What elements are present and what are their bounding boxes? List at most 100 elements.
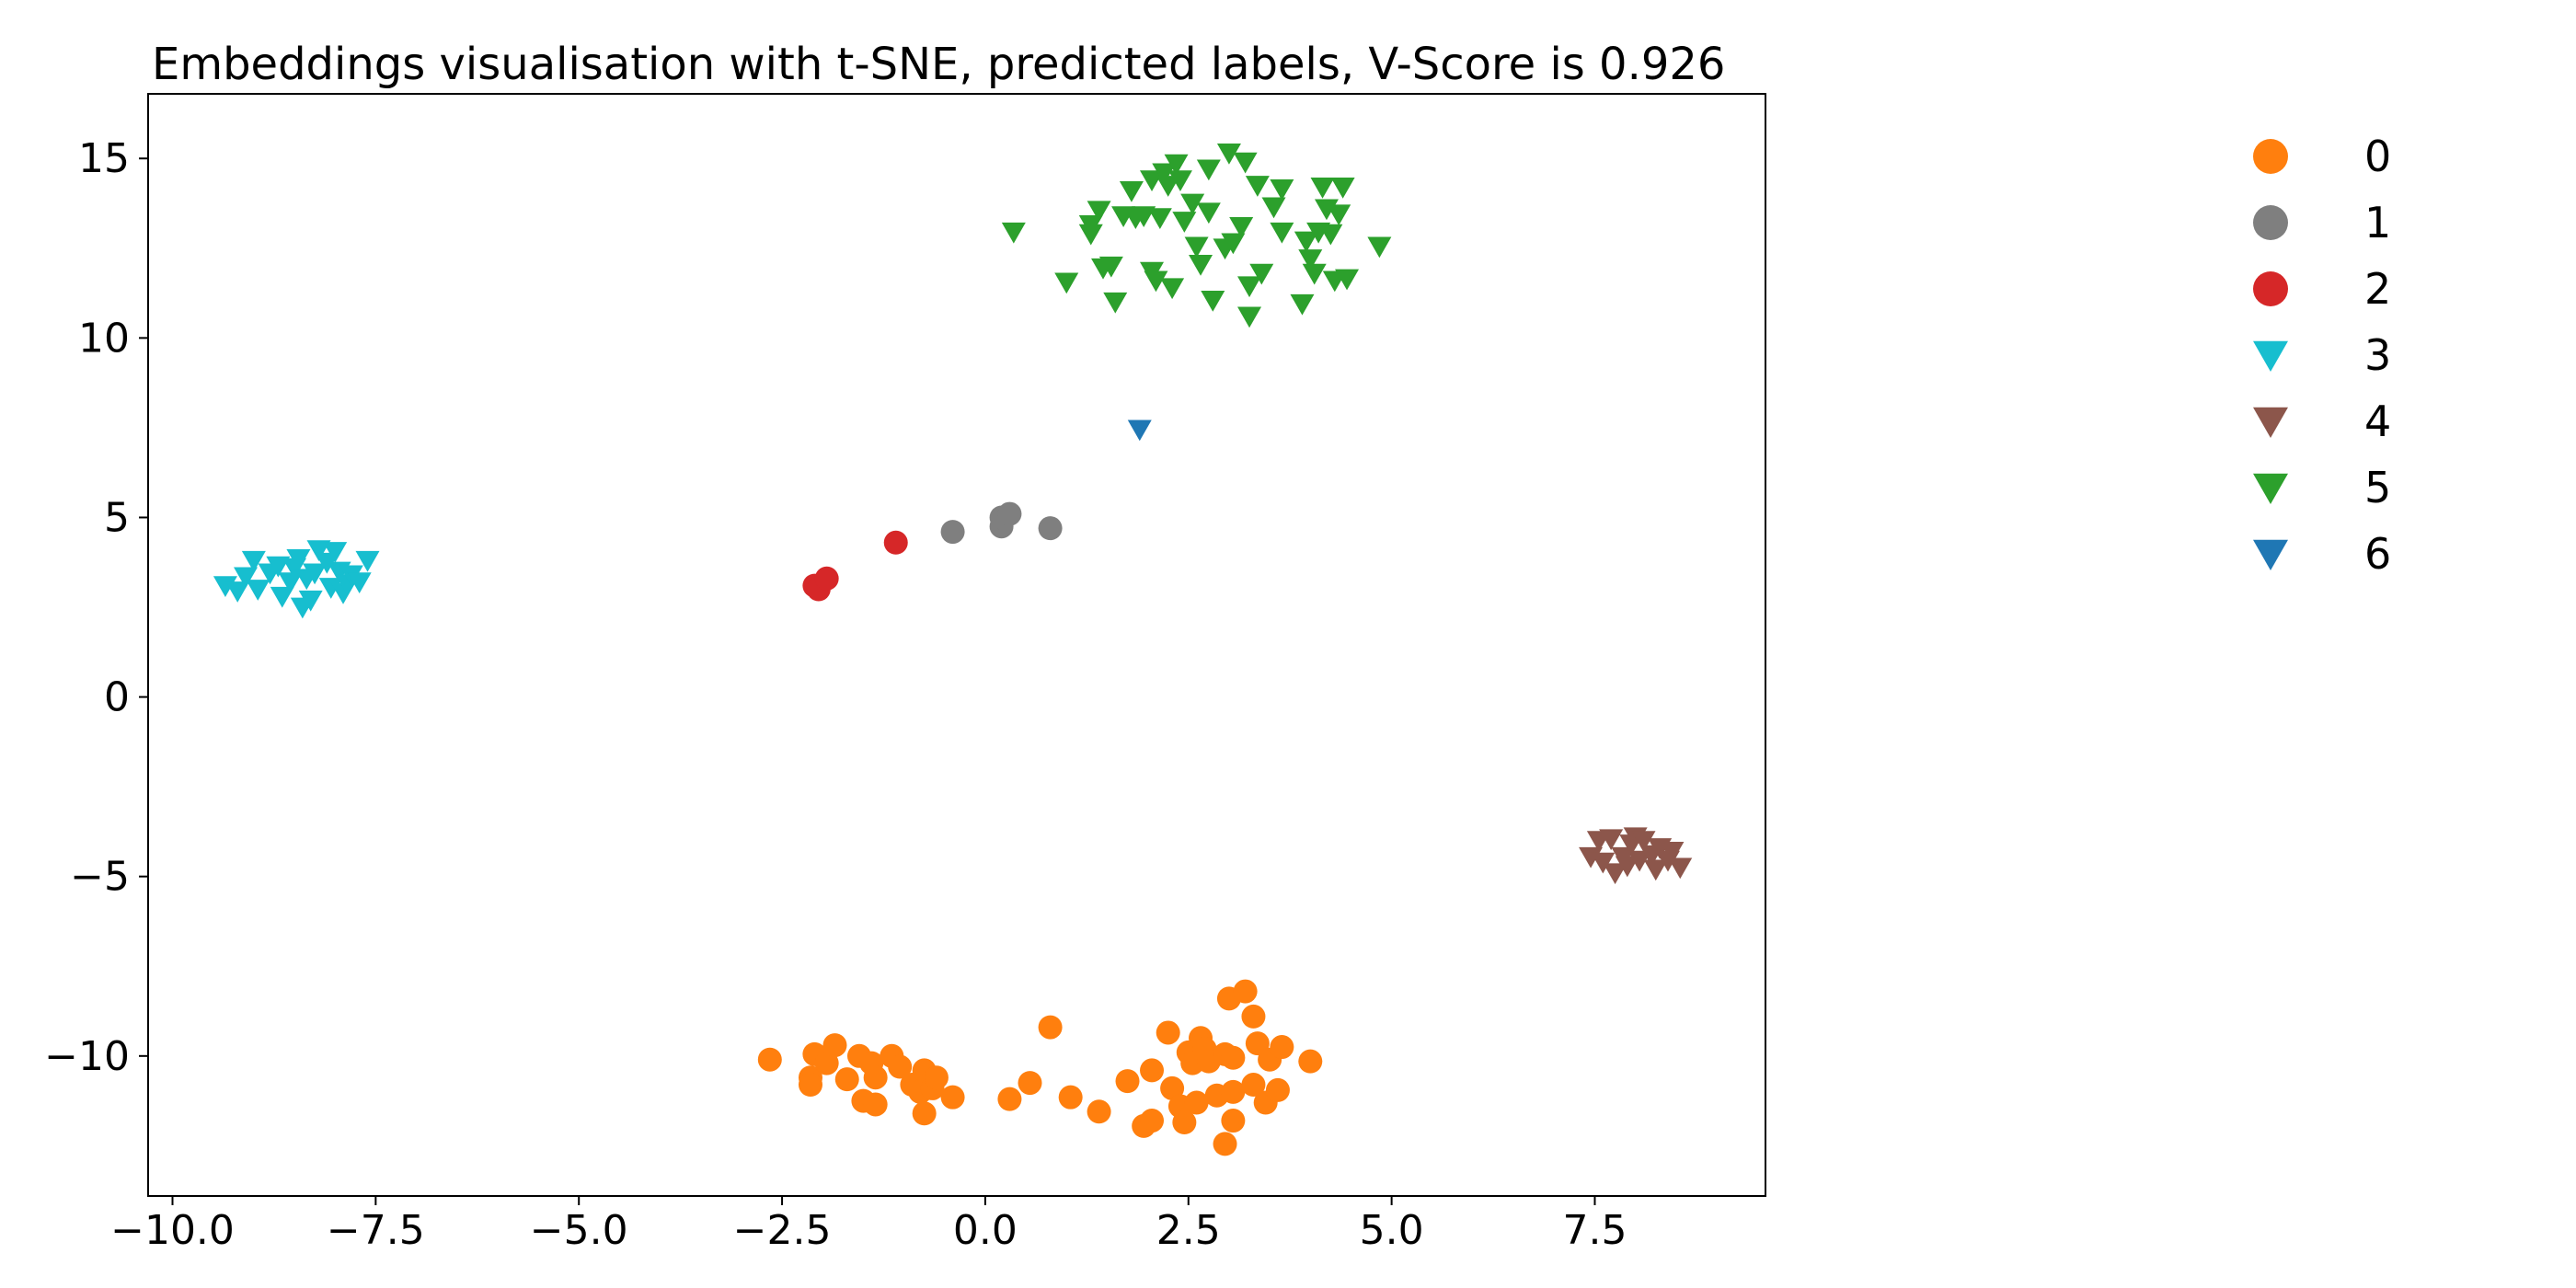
chart-title: Embeddings visualisation with t-SNE, pre… xyxy=(152,39,1725,90)
data-point-0 xyxy=(1140,1058,1165,1083)
data-point-4 xyxy=(1668,857,1693,880)
data-point-4 xyxy=(1615,856,1639,878)
data-point-5 xyxy=(1164,154,1189,176)
data-point-0 xyxy=(863,1065,888,1090)
data-point-0 xyxy=(1156,1020,1180,1045)
data-point-5 xyxy=(1330,178,1355,199)
data-point-1 xyxy=(997,501,1022,526)
data-point-3 xyxy=(278,572,303,594)
legend-marker-4 xyxy=(2253,407,2288,439)
data-point-3 xyxy=(225,581,250,603)
data-point-3 xyxy=(318,578,343,599)
y-tick-label: 15 xyxy=(78,135,130,182)
data-point-4 xyxy=(1627,850,1652,872)
data-point-2 xyxy=(883,530,908,555)
data-point-5 xyxy=(1184,236,1209,259)
x-tick-label: 5.0 xyxy=(1360,1207,1424,1254)
data-point-5 xyxy=(1270,222,1294,244)
data-point-0 xyxy=(1241,1004,1266,1029)
x-tick-label: −7.5 xyxy=(327,1207,425,1254)
data-point-0 xyxy=(1241,1073,1266,1098)
legend-marker-6 xyxy=(2253,539,2288,571)
data-point-5 xyxy=(1152,163,1177,185)
data-point-0 xyxy=(1298,1049,1323,1074)
data-point-3 xyxy=(298,590,323,612)
data-point-0 xyxy=(834,1067,859,1092)
data-point-0 xyxy=(1018,1071,1042,1096)
data-point-5 xyxy=(1367,236,1392,259)
data-point-3 xyxy=(286,548,311,570)
data-point-5 xyxy=(1298,249,1323,270)
data-point-5 xyxy=(1245,176,1270,197)
data-point-0 xyxy=(1270,1035,1294,1060)
data-point-4 xyxy=(1660,841,1685,863)
data-point-3 xyxy=(266,556,291,578)
data-point-5 xyxy=(1087,201,1111,223)
data-point-5 xyxy=(1237,276,1262,298)
legend-marker-1 xyxy=(2253,205,2288,240)
data-point-0 xyxy=(1221,1045,1246,1070)
data-point-5 xyxy=(1294,231,1318,253)
x-tick-label: −10.0 xyxy=(110,1207,235,1254)
data-point-4 xyxy=(1643,859,1668,881)
data-point-4 xyxy=(1579,846,1604,868)
data-point-3 xyxy=(213,576,237,597)
data-point-3 xyxy=(241,550,266,572)
data-point-3 xyxy=(234,567,259,589)
data-point-5 xyxy=(1270,179,1294,201)
x-axis: −10.0 −7.5 −5.0 −2.5 0.0 2.5 5.0 7.5 xyxy=(110,1196,1627,1254)
legend-label-5: 5 xyxy=(2364,463,2391,512)
data-point-3 xyxy=(323,542,348,563)
data-point-5 xyxy=(1314,199,1339,221)
data-point-5 xyxy=(1180,193,1205,215)
x-tick-label: −2.5 xyxy=(733,1207,832,1254)
data-point-3 xyxy=(355,550,380,572)
data-point-5 xyxy=(1098,256,1123,278)
data-point-6 xyxy=(1127,420,1152,442)
data-point-0 xyxy=(1221,1079,1246,1104)
data-point-5 xyxy=(1196,202,1221,224)
data-point-4 xyxy=(1591,852,1616,874)
legend-label-1: 1 xyxy=(2364,198,2391,247)
y-tick-label: −10 xyxy=(44,1033,130,1080)
data-point-0 xyxy=(814,1051,839,1075)
data-point-5 xyxy=(1167,170,1192,192)
data-point-5 xyxy=(1233,152,1258,174)
data-point-5 xyxy=(1221,233,1246,255)
data-point-5 xyxy=(1119,180,1144,202)
legend-marker-0 xyxy=(2253,139,2288,174)
data-point-0 xyxy=(997,1087,1022,1111)
data-point-5 xyxy=(1290,293,1315,316)
data-point-5 xyxy=(1160,278,1185,300)
data-point-0 xyxy=(1265,1077,1290,1102)
data-point-5 xyxy=(1310,178,1335,199)
x-tick-label: 7.5 xyxy=(1562,1207,1627,1254)
data-point-5 xyxy=(1172,212,1197,233)
data-point-5 xyxy=(1156,176,1180,197)
data-point-5 xyxy=(1001,222,1026,244)
legend-label-4: 4 xyxy=(2364,397,2391,446)
data-point-5 xyxy=(1229,216,1254,238)
data-point-0 xyxy=(1038,1015,1063,1040)
data-point-0 xyxy=(940,1085,965,1110)
data-point-3 xyxy=(303,563,328,585)
data-point-0 xyxy=(1221,1109,1246,1133)
data-point-0 xyxy=(798,1073,822,1098)
legend-label-3: 3 xyxy=(2364,330,2391,380)
data-point-5 xyxy=(1201,290,1225,312)
data-point-5 xyxy=(1327,204,1351,226)
data-point-5 xyxy=(1078,224,1103,246)
legend-marker-3 xyxy=(2253,340,2288,373)
points-layer xyxy=(213,143,1693,1156)
data-point-0 xyxy=(912,1101,937,1126)
legend-label-6: 6 xyxy=(2364,529,2391,579)
data-point-0 xyxy=(1160,1075,1185,1100)
data-point-0 xyxy=(863,1092,888,1117)
data-point-5 xyxy=(1103,292,1128,314)
data-point-0 xyxy=(757,1047,782,1072)
y-tick-label: −5 xyxy=(70,854,130,901)
legend-marker-2 xyxy=(2253,271,2288,306)
data-point-4 xyxy=(1599,829,1624,851)
data-point-2 xyxy=(814,566,839,591)
